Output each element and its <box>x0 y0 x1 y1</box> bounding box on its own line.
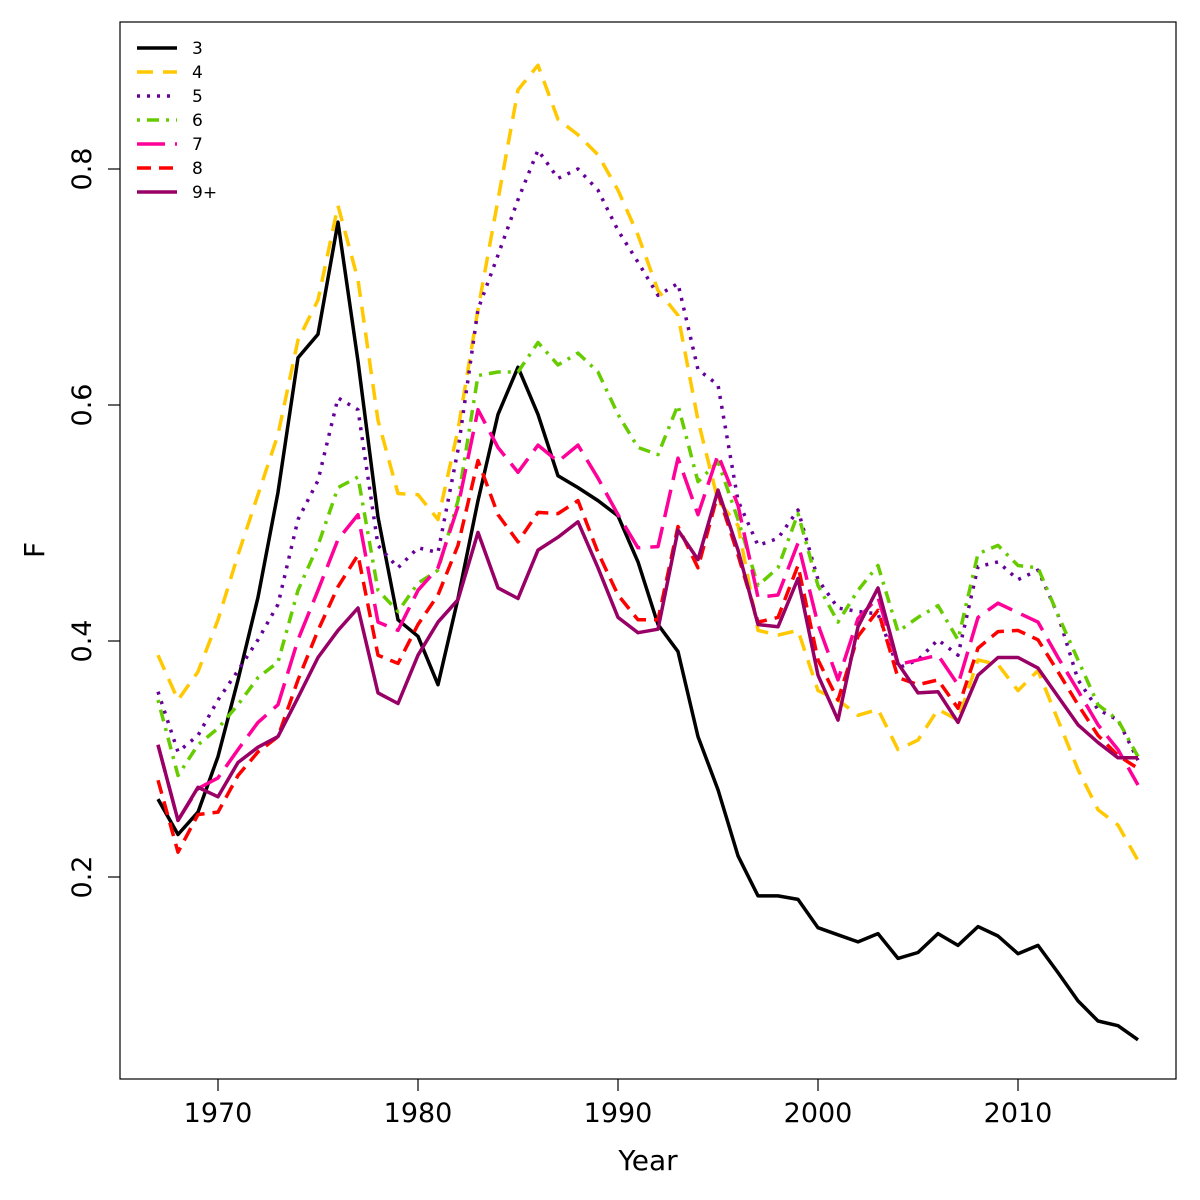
series-line-8 <box>156 458 1139 854</box>
plot-frame <box>119 21 1177 1080</box>
series-line-6 <box>156 340 1140 778</box>
legend: 3 4 5 6 7 8 9+ <box>137 39 217 203</box>
legend-item: 4 <box>137 63 203 83</box>
legend-item: 3 <box>137 39 203 59</box>
y-tick-label: 0.6 <box>67 384 98 427</box>
y-tick-label: 0.4 <box>67 620 98 663</box>
x-tick-label: 2000 <box>784 1098 853 1129</box>
x-tick-label: 2010 <box>984 1098 1053 1129</box>
legend-label: 8 <box>192 159 203 179</box>
x-axis-title: Year <box>617 1144 678 1177</box>
series-line-4 <box>156 63 1140 862</box>
series-line-5 <box>156 148 1140 761</box>
x-tick-label: 1980 <box>384 1098 453 1129</box>
legend-label: 6 <box>192 111 203 131</box>
series-line-3 <box>156 220 1140 1042</box>
x-axis: 1970 1980 1990 2000 2010 <box>184 1079 1053 1129</box>
legend-item: 7 <box>137 135 203 155</box>
legend-item: 6 <box>137 111 203 131</box>
y-axis-title: F <box>18 542 51 558</box>
series-line-7 <box>156 407 1140 823</box>
y-tick-label: 0.8 <box>67 148 98 191</box>
legend-label: 5 <box>192 87 203 107</box>
legend-label: 7 <box>192 135 203 155</box>
legend-label: 9+ <box>192 183 217 203</box>
y-axis: 0.2 0.4 0.6 0.8 <box>67 148 120 899</box>
legend-label: 3 <box>192 39 203 59</box>
series-line-9plus <box>156 488 1138 823</box>
x-tick-label: 1990 <box>584 1098 653 1129</box>
series-layer <box>156 63 1140 1042</box>
legend-label: 4 <box>192 63 203 83</box>
legend-item: 9+ <box>137 183 217 203</box>
x-tick-label: 1970 <box>184 1098 253 1129</box>
y-tick-label: 0.2 <box>67 856 98 899</box>
legend-item: 8 <box>137 159 203 179</box>
legend-item: 5 <box>137 87 203 107</box>
